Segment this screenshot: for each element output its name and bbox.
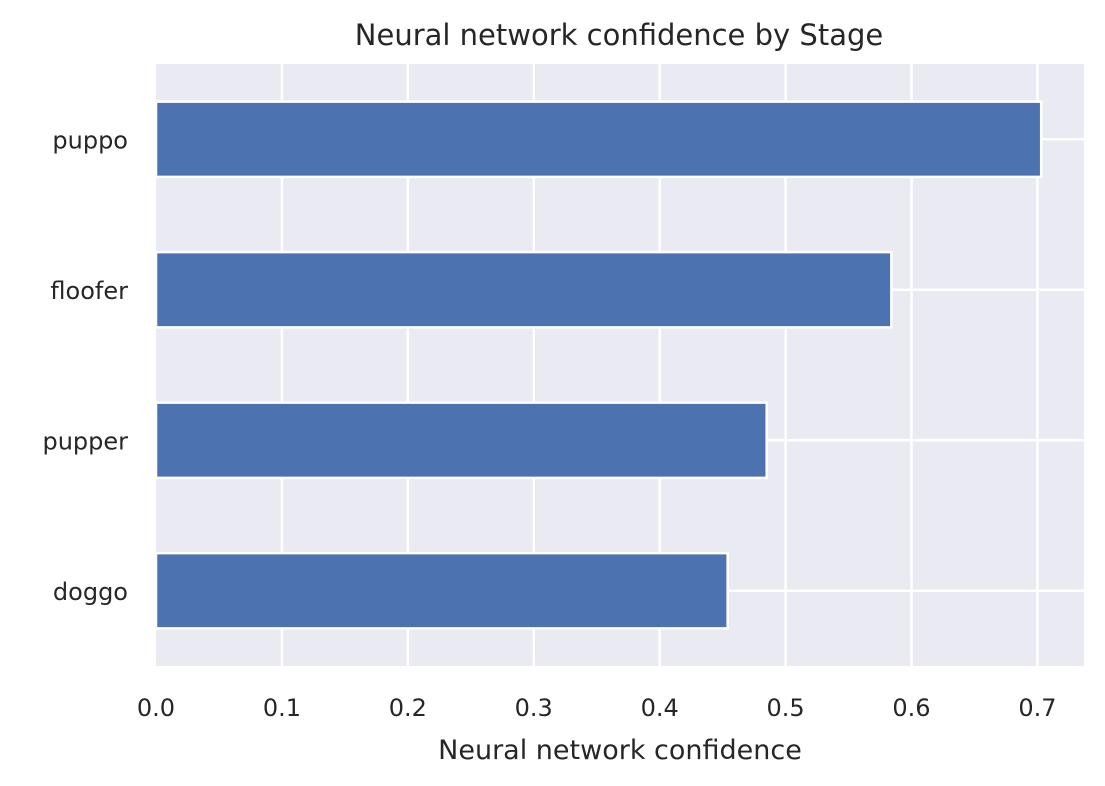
x-tick-label: 0.3	[515, 694, 553, 722]
x-axis-label: Neural network confidence	[438, 735, 802, 766]
x-tick-label: 0.1	[263, 694, 301, 722]
bar-pupper	[154, 401, 768, 480]
x-tick-label: 0.5	[766, 694, 804, 722]
x-tick-label: 0.6	[892, 694, 930, 722]
x-tick-labels: 0.0 0.1 0.2 0.3 0.4 0.5 0.6 0.7	[137, 694, 1057, 722]
x-tick-label: 0.0	[137, 694, 175, 722]
bar-puppo	[154, 100, 1043, 179]
y-tick-label-pupper: pupper	[42, 427, 128, 455]
y-tick-label-floofer: floofer	[50, 277, 128, 305]
bars	[154, 100, 1043, 630]
y-tick-label-doggo: doggo	[53, 578, 128, 606]
x-tick-label: 0.4	[641, 694, 679, 722]
y-tick-label-puppo: puppo	[52, 126, 128, 154]
x-tick-label: 0.7	[1018, 694, 1056, 722]
chart-title: Neural network confidence by Stage	[355, 18, 883, 52]
bar-doggo	[154, 551, 729, 630]
x-tick-label: 0.2	[389, 694, 427, 722]
y-tick-labels: puppo floofer pupper doggo	[42, 126, 128, 606]
bar-floofer	[154, 250, 893, 329]
